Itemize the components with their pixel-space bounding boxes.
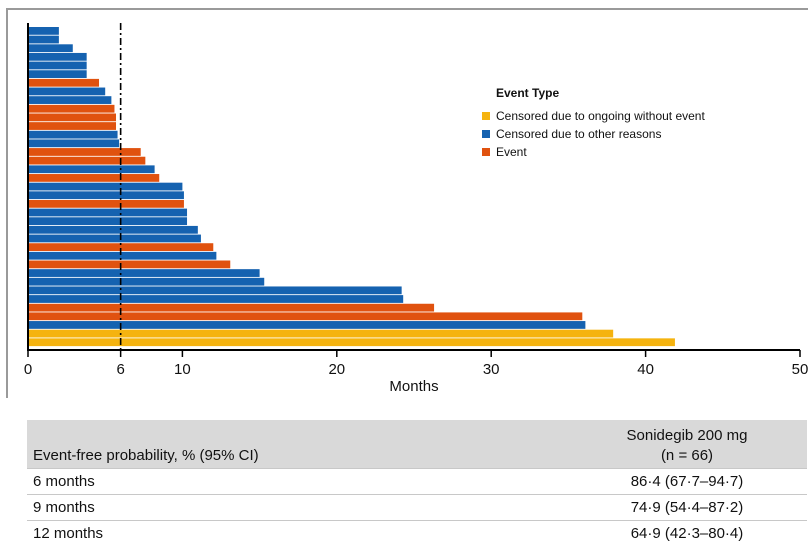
bar-event: [28, 174, 160, 182]
bar-event: [28, 260, 231, 269]
bar-event: [28, 243, 214, 251]
bar-event: [28, 148, 141, 156]
table-row-label: 9 months: [33, 499, 95, 516]
bar-event: [28, 312, 583, 321]
legend-swatch-censored-ongoing: [482, 112, 490, 120]
bar-censored-other: [28, 182, 183, 191]
chart-frame: [6, 8, 808, 398]
table-header: Event-free probability, % (95% CI) Sonid…: [27, 420, 807, 468]
bar-event: [28, 78, 100, 87]
bar-censored-other: [28, 269, 260, 277]
bar-censored-other: [28, 234, 201, 243]
bar-censored-other: [28, 70, 87, 79]
bar-event: [28, 303, 435, 312]
table-row: 12 months 64·9 (42·3–80·4): [27, 520, 807, 546]
table-header-measure: Event-free probability, % (95% CI): [33, 447, 259, 464]
x-tick-label: 50: [792, 361, 809, 378]
bar-censored-other: [28, 44, 73, 53]
bar-censored-other: [28, 321, 586, 329]
bar-censored-other: [28, 52, 87, 61]
table-row-label: 12 months: [33, 525, 104, 542]
legend-label-censored-other: Censored due to other reasons: [496, 127, 662, 141]
event-free-probability-table: Event-free probability, % (95% CI) Sonid…: [27, 420, 807, 546]
bar-event: [28, 104, 115, 113]
legend-swatch-event: [482, 148, 490, 156]
x-tick-label: 6: [116, 361, 124, 378]
bar-censored-other: [28, 35, 59, 44]
bar-censored-other: [28, 208, 188, 217]
x-tick-label: 40: [637, 361, 654, 378]
bar-event: [28, 199, 184, 208]
bar-censored-other: [28, 87, 106, 96]
bar-censored-other: [28, 61, 87, 70]
x-tick-label: 20: [328, 361, 345, 378]
x-tick-label: 0: [24, 361, 32, 378]
bar-censored-other: [28, 225, 198, 234]
table-row-value: 74·9 (54·4–87·2): [630, 499, 744, 516]
bar-censored-ongoing: [28, 338, 675, 347]
legend-title: Event Type: [496, 86, 560, 100]
swimmer-plot: 0 6 10 20 30 40 50 Months: [24, 23, 809, 395]
bar-censored-other: [28, 191, 184, 200]
bar-censored-other: [28, 96, 112, 104]
table-header-treatment: Sonidegib 200 mg: [626, 427, 748, 444]
x-axis-label: Months: [389, 378, 438, 395]
table-row-value: 86·4 (67·7–94·7): [630, 473, 744, 490]
legend-label-event: Event: [496, 145, 527, 159]
legend-entry-censored-ongoing: Censored due to ongoing without event: [482, 107, 705, 125]
table-row: 9 months 74·9 (54·4–87·2): [27, 494, 807, 520]
table-row-value: 64·9 (42·3–80·4): [630, 525, 744, 542]
bar-censored-other: [28, 251, 217, 260]
bar-censored-other: [28, 27, 59, 35]
legend: Event Type Censored due to ongoing witho…: [482, 86, 705, 161]
bar-censored-other: [28, 217, 188, 226]
bar-censored-other: [28, 286, 402, 295]
bar-censored-other: [28, 295, 404, 303]
bar-censored-other: [28, 130, 118, 139]
table-header-n: (n = 66): [660, 447, 714, 464]
x-tick-label: 30: [483, 361, 500, 378]
legend-swatch-censored-other: [482, 130, 490, 138]
bar-censored-other: [28, 139, 120, 148]
legend-entry-censored-other: Censored due to other reasons: [482, 125, 705, 143]
bar-event: [28, 122, 117, 130]
bar-censored-ongoing: [28, 329, 614, 338]
legend-entry-event: Event: [482, 143, 705, 161]
bar-event: [28, 156, 146, 165]
bar-event: [28, 113, 117, 122]
legend-label-censored-ongoing: Censored due to ongoing without event: [496, 109, 705, 123]
table-row-label: 6 months: [33, 473, 95, 490]
bar-censored-other: [28, 277, 265, 286]
table-row: 6 months 86·4 (67·7–94·7): [27, 468, 807, 494]
table-header-group: Sonidegib 200 mg (n = 66): [587, 426, 787, 466]
x-tick-label: 10: [174, 361, 191, 378]
bar-censored-other: [28, 165, 155, 174]
